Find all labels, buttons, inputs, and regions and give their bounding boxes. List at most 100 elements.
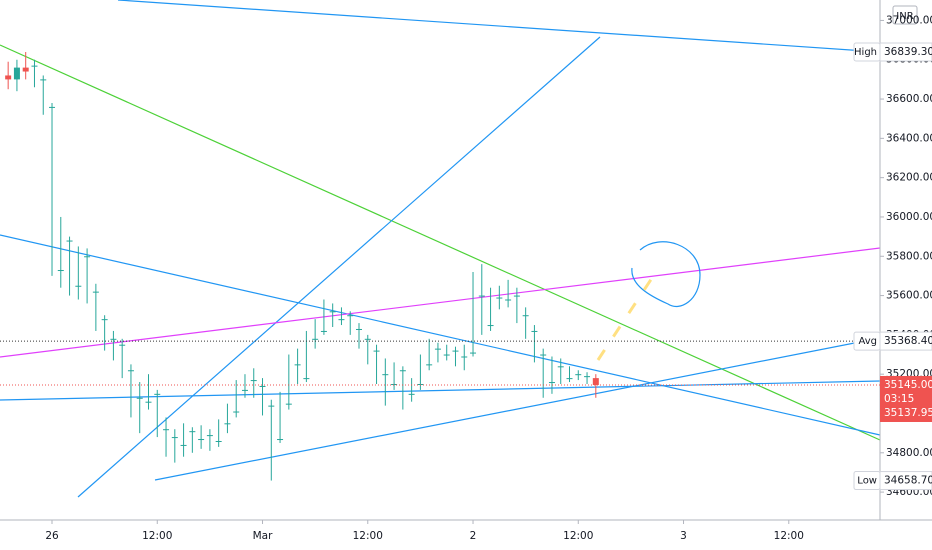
- candle-body: [399, 370, 406, 372]
- candle-body: [443, 354, 450, 356]
- candle-body: [13, 67, 20, 80]
- price-label-name: Avg: [858, 336, 877, 347]
- x-tick-label: 3: [680, 530, 687, 542]
- candle-body: [478, 295, 485, 297]
- countdown: 03:15: [884, 393, 914, 405]
- candle-body: [496, 297, 503, 299]
- y-tick-label: 35600.00: [886, 290, 932, 302]
- candle-body: [434, 348, 441, 350]
- y-tick-label: 35800.00: [886, 250, 932, 262]
- candle-body: [198, 439, 205, 441]
- price-label-value-box: [879, 331, 932, 351]
- price-label-value: 36839.30: [884, 46, 932, 58]
- candle-body: [592, 378, 599, 385]
- candle-body: [92, 291, 99, 293]
- candle-body: [382, 374, 389, 376]
- price-label-value: 34658.70: [884, 475, 932, 487]
- candle-body: [522, 315, 529, 317]
- y-tick-label: 36400.00: [886, 132, 932, 144]
- candle-body: [22, 67, 29, 72]
- candle-body: [250, 380, 257, 382]
- candle-body: [487, 325, 494, 327]
- current-price-box: [880, 375, 932, 422]
- candle-body: [233, 411, 240, 413]
- candle-body: [391, 384, 398, 386]
- price-label-value-box: [879, 471, 932, 491]
- candle-body: [5, 75, 12, 80]
- candle-body: [154, 393, 161, 395]
- trend-line: [0, 247, 881, 358]
- candle-body: [373, 350, 380, 352]
- trend-line: [154, 337, 881, 481]
- candle-body: [364, 338, 371, 340]
- candle-body: [303, 378, 310, 380]
- candle-body: [277, 439, 284, 441]
- price-label-name: High: [854, 47, 877, 58]
- candle-body: [294, 364, 301, 366]
- candle-body: [347, 315, 354, 317]
- candle-body: [171, 437, 178, 439]
- candle-body: [136, 397, 143, 399]
- candle-body: [31, 65, 38, 67]
- candle-body: [557, 366, 564, 368]
- x-tick-label: 12:00: [142, 530, 172, 542]
- trend-line: [0, 380, 881, 401]
- y-tick-label: 34800.00: [886, 447, 932, 459]
- y-tick-label: 36200.00: [886, 172, 932, 184]
- trend-line: [117, 0, 881, 53]
- y-tick-label: 37000.00: [886, 14, 932, 26]
- drawings: [0, 0, 881, 498]
- candle-body: [215, 440, 222, 442]
- currency-box[interactable]: [892, 5, 918, 25]
- current-price-label: 35145.00: [884, 379, 932, 391]
- candle-body: [566, 378, 573, 380]
- candle-body: [426, 364, 433, 366]
- candle-body: [49, 106, 56, 108]
- candle-body: [101, 319, 108, 321]
- candle-body: [338, 319, 345, 321]
- candle-body: [408, 393, 415, 395]
- candles: [5, 52, 599, 481]
- candle-body: [189, 431, 196, 433]
- candle-body: [84, 256, 91, 258]
- candle-body: [470, 352, 477, 354]
- candle-body: [329, 311, 336, 313]
- candle-body: [461, 356, 468, 358]
- currency: INR: [896, 11, 913, 22]
- x-tick-label: 2: [470, 530, 477, 542]
- candle-body: [584, 376, 591, 378]
- candle-body: [75, 285, 82, 287]
- x-tick-label: 12:00: [563, 530, 593, 542]
- trend-line: [77, 36, 601, 498]
- candle-body: [268, 405, 275, 407]
- candle-body: [163, 429, 170, 431]
- candle-body: [57, 270, 64, 272]
- candle-body: [540, 354, 547, 356]
- y-tick-label: 36600.00: [886, 93, 932, 105]
- candle-body: [285, 403, 292, 405]
- trend-line: [0, 234, 881, 436]
- candle-body: [548, 382, 555, 384]
- candle-body: [145, 401, 152, 403]
- y-tick-label: 36000.00: [886, 211, 932, 223]
- candle-body: [40, 79, 47, 81]
- candle-body: [575, 374, 582, 376]
- candle-body: [224, 423, 231, 425]
- candle-body: [452, 350, 459, 352]
- price-label-value: 35368.40: [884, 335, 932, 347]
- candle-body: [531, 330, 538, 332]
- candle-body: [320, 330, 327, 332]
- price-label-name: Low: [857, 476, 877, 487]
- x-tick-label: 12:00: [353, 530, 383, 542]
- candle-body: [110, 338, 117, 340]
- second-price-label: 35137.95: [884, 407, 932, 419]
- x-tick-label: 12:00: [774, 530, 804, 542]
- candle-body: [66, 240, 73, 242]
- x-tick-label: 26: [45, 530, 59, 542]
- candle-body: [355, 328, 362, 330]
- candle-body: [241, 389, 248, 391]
- price-label-value-box: [879, 42, 932, 62]
- candle-body: [312, 338, 319, 340]
- circle-drawing: [631, 241, 701, 307]
